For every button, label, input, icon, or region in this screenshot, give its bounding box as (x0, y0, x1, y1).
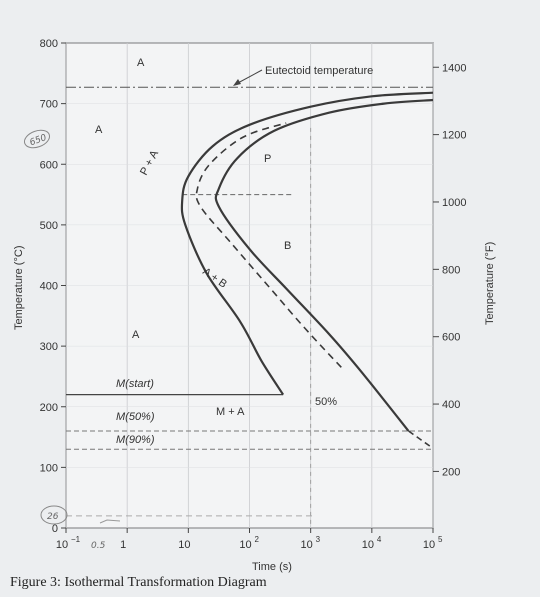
m-start-label: M(start) (116, 378, 154, 390)
y-right-tick-label: 800 (442, 264, 460, 276)
y-axis-left-title: Temperature (°C) (13, 246, 25, 330)
y-left-tick-label: 800 (40, 38, 58, 50)
curve-start (180, 91, 433, 396)
m50-label: M(50%) (116, 411, 155, 423)
region-label-austenite-bottom: A (132, 329, 140, 341)
y-right-tick-label: 600 (442, 332, 460, 344)
region-label-pearlite: P (264, 153, 271, 165)
reference-lines (66, 86, 433, 528)
region-label-martensite-austenite: M + A (216, 406, 245, 418)
x-tick-label: 10 (362, 539, 374, 551)
x-tick-label: 10 (301, 539, 313, 551)
handwritten-circle-650 (23, 129, 51, 149)
y-left-tick-label: 600 (40, 159, 58, 171)
curve-completion-tail (408, 430, 431, 447)
y-left-tick-label: 0 (52, 523, 58, 535)
region-label-austenite-left: A (95, 124, 103, 136)
eutectoid-arrow-line (235, 69, 263, 85)
y-left-tick-label: 200 (40, 402, 58, 414)
handwritten-05: 0.5 (91, 541, 106, 551)
handwritten-circle-26 (40, 505, 68, 525)
region-label-austenite-top: A (137, 57, 145, 69)
x-tick-exponent: 5 (438, 535, 443, 544)
x-tick-label: 10 (239, 539, 251, 551)
y-left-tick-label: 300 (40, 341, 58, 353)
handwritten-650: 650 (28, 133, 48, 148)
y-right-tick-label: 1000 (442, 197, 466, 209)
x-tick-exponent: 2 (255, 535, 260, 544)
x-tick-label: 1 (120, 539, 126, 551)
handwritten-26: 26 (47, 512, 59, 522)
region-label-bainite: B (284, 240, 291, 252)
y-right-tick-label: 400 (442, 399, 460, 411)
y-left-tick-label: 700 (40, 99, 58, 111)
bottom-axis: 10 −1 1 10 10 2 10 3 10 4 10 5 (56, 528, 443, 551)
eutectoid-label: Eutectoid temperature (265, 65, 373, 77)
y-left-tick-label: 400 (40, 281, 58, 293)
curve-completion (214, 98, 433, 432)
grid (65, 42, 434, 529)
transformation-curves (180, 91, 433, 447)
handwritten-stroke (99, 519, 121, 524)
y-axis-right-title: Temperature (°F) (484, 242, 496, 325)
x-tick-exponent: −1 (71, 535, 81, 544)
curve-fifty-percent (195, 122, 342, 368)
eutectoid-arrow-head (233, 79, 241, 86)
y-right-tick-label: 1400 (442, 62, 466, 74)
fifty-percent-label: 50% (315, 396, 337, 408)
x-axis-title: Time (s) (252, 561, 292, 573)
x-tick-label: 10 (56, 539, 68, 551)
x-tick-exponent: 3 (316, 535, 321, 544)
x-tick-label: 10 (423, 539, 435, 551)
x-tick-exponent: 4 (377, 535, 382, 544)
right-axis: 1400 1200 1000 800 600 400 200 (433, 62, 466, 478)
m90-label: M(90%) (116, 434, 155, 446)
y-left-tick-label: 100 (40, 462, 58, 474)
left-axis: 800 700 600 500 400 300 200 100 0 (40, 38, 66, 535)
y-left-tick-label: 500 (40, 220, 58, 232)
x-tick-label: 10 (178, 539, 190, 551)
y-right-tick-label: 200 (442, 466, 460, 478)
figure-caption: Figure 3: Isothermal Transformation Diag… (10, 575, 267, 590)
y-right-tick-label: 1200 (442, 130, 466, 142)
